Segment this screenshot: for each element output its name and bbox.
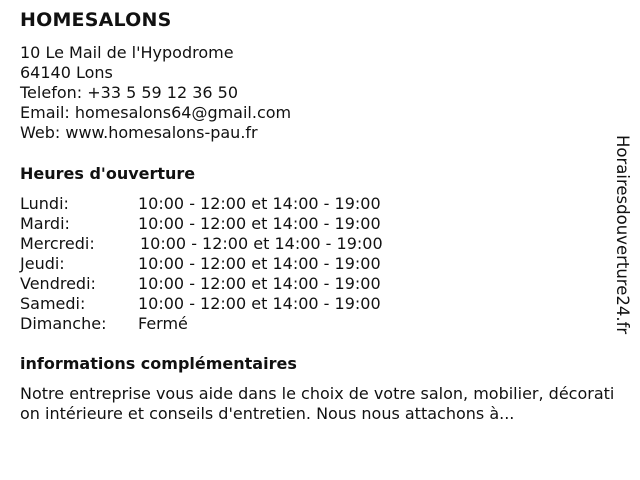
- website: Web: www.homesalons-pau.fr: [20, 123, 258, 142]
- info-heading: informations complémentaires: [20, 354, 297, 373]
- day: Mercredi:: [20, 234, 95, 253]
- hours-row: Vendredi: 10:00 - 12:00 et 14:00 - 19:00: [20, 274, 383, 294]
- phone: Telefon: +33 5 59 12 36 50: [20, 83, 239, 102]
- time: 10:00 - 12:00 et 14:00 - 19:00: [138, 214, 381, 233]
- watermark: Horairesdouverture24.fr: [613, 135, 632, 335]
- day: Jeudi:: [20, 254, 65, 273]
- hours-row: Mercredi: 10:00 - 12:00 et 14:00 - 19:00: [20, 234, 383, 254]
- day: Dimanche:: [20, 314, 107, 333]
- day: Samedi:: [20, 294, 86, 313]
- hours-row: Lundi: 10:00 - 12:00 et 14:00 - 19:00: [20, 194, 383, 214]
- hours-heading: Heures d'ouverture: [20, 164, 196, 183]
- hours-row: Samedi: 10:00 - 12:00 et 14:00 - 19:00: [20, 294, 383, 314]
- hours-row: Jeudi: 10:00 - 12:00 et 14:00 - 19:00: [20, 254, 383, 274]
- time: 10:00 - 12:00 et 14:00 - 19:00: [138, 254, 381, 273]
- info-text: Notre entreprise vous aide dans le choix…: [20, 384, 615, 423]
- day: Lundi:: [20, 194, 69, 213]
- business-name: HOMESALONS: [20, 9, 172, 31]
- time: 10:00 - 12:00 et 14:00 - 19:00: [140, 234, 383, 253]
- day: Mardi:: [20, 214, 70, 233]
- time: 10:00 - 12:00 et 14:00 - 19:00: [138, 194, 381, 213]
- day: Vendredi:: [20, 274, 96, 293]
- time: 10:00 - 12:00 et 14:00 - 19:00: [138, 294, 381, 313]
- email: Email: homesalons64@gmail.com: [20, 103, 292, 122]
- address-line-1: 10 Le Mail de l'Hypodrome: [20, 43, 234, 62]
- contact-block: 10 Le Mail de l'Hypodrome 64140 Lons Tel…: [20, 43, 291, 143]
- hours-table: Lundi: 10:00 - 12:00 et 14:00 - 19:00 Mar…: [20, 194, 383, 334]
- time: Fermé: [138, 314, 188, 333]
- time: 10:00 - 12:00 et 14:00 - 19:00: [138, 274, 381, 293]
- hours-row: Mardi: 10:00 - 12:00 et 14:00 - 19:00: [20, 214, 383, 234]
- hours-row: Dimanche: Fermé: [20, 314, 383, 334]
- address-line-2: 64140 Lons: [20, 63, 113, 82]
